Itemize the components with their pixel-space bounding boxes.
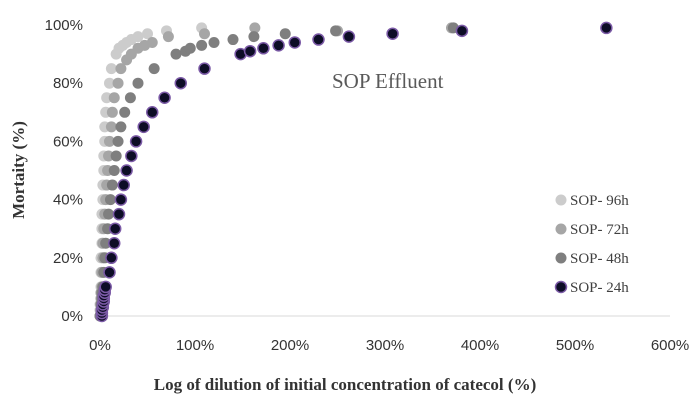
data-point [132, 77, 144, 89]
x-tick-label: 600% [651, 337, 689, 354]
data-point [174, 76, 187, 90]
x-tick-label: 100% [176, 337, 214, 354]
data-point [108, 92, 120, 104]
data-point [330, 25, 342, 37]
y-axis-title: Mortaity (%) [9, 121, 28, 219]
data-point [103, 208, 115, 220]
data-point [162, 31, 174, 43]
data-point [117, 178, 130, 192]
data-point [198, 62, 211, 75]
legend-label: SOP- 72h [570, 222, 629, 238]
x-tick-label: 500% [556, 337, 594, 354]
data-point [125, 149, 138, 163]
data-point [104, 77, 115, 89]
data-point [101, 92, 113, 104]
data-point [115, 121, 127, 133]
data-point [312, 33, 325, 46]
data-point [129, 135, 143, 148]
legend-item: SOP- 48h [555, 251, 629, 267]
y-tick-label: 40% [53, 192, 83, 209]
data-point [199, 28, 210, 40]
legend-item: SOP- 72h [555, 222, 629, 238]
data-point [103, 266, 116, 279]
legend-item: SOP- 24h [554, 280, 629, 296]
data-point [455, 24, 469, 38]
data-point [142, 28, 153, 40]
data-point [108, 222, 122, 235]
data-point [146, 106, 159, 119]
data-point [249, 22, 261, 34]
data-point [243, 44, 257, 58]
data-point [386, 27, 399, 40]
legend-label: SOP- 24h [570, 280, 629, 296]
data-point [103, 150, 115, 162]
data-point [272, 39, 285, 52]
data-point [108, 165, 120, 176]
data-point [106, 179, 118, 191]
legend-marker [555, 252, 567, 264]
data-point [148, 63, 160, 75]
legend-marker [554, 280, 568, 294]
data-point [114, 193, 128, 206]
data-point [184, 42, 196, 54]
x-tick-label: 200% [271, 337, 309, 354]
y-tick-label: 80% [53, 75, 83, 92]
data-point [170, 48, 182, 60]
x-tick-label: 300% [366, 337, 404, 354]
data-point [104, 135, 115, 147]
legend-item: SOP- 96h [555, 193, 629, 209]
data-point [146, 36, 158, 48]
data-point [124, 92, 136, 104]
data-point [105, 121, 117, 133]
data-point [112, 77, 124, 89]
data-point [110, 150, 122, 162]
x-axis-title: Log of dilution of initial concentration… [154, 375, 536, 394]
data-point [108, 237, 121, 250]
data-point [137, 120, 150, 134]
data-point [100, 237, 112, 249]
x-tick-label: 400% [461, 337, 499, 354]
y-tick-label: 20% [53, 250, 83, 267]
data-point [208, 36, 220, 48]
y-tick-label: 0% [61, 308, 83, 325]
data-point [99, 280, 112, 294]
data-point [227, 34, 239, 46]
legend-label: SOP- 48h [570, 251, 629, 267]
data-point [288, 36, 301, 49]
y-tick-label: 100% [45, 17, 83, 34]
data-point [196, 39, 208, 51]
data-point [105, 251, 118, 265]
data-point [106, 106, 118, 118]
x-tick-label: 0% [89, 337, 111, 354]
legend: SOP- 96h SOP- 72h SOP- 48h SOP- 24h [554, 193, 629, 296]
data-point [115, 63, 127, 75]
y-tick-labels: 0% 20% 40% 60% 80% 100% [45, 17, 83, 325]
data-point [112, 135, 124, 147]
data-point [279, 28, 291, 40]
data-point [342, 30, 356, 43]
series-sop-48h [94, 22, 459, 322]
data-point [600, 21, 613, 35]
data-point [120, 164, 133, 177]
legend-marker [555, 194, 567, 206]
legend-label: SOP- 96h [570, 193, 629, 209]
plot-area [94, 21, 613, 323]
data-point [132, 31, 144, 43]
data-point [104, 194, 116, 206]
y-tick-label: 60% [53, 133, 83, 150]
legend-marker [555, 223, 567, 235]
data-point [112, 207, 126, 221]
data-point [158, 91, 171, 104]
data-point [257, 42, 270, 55]
data-point [248, 31, 260, 43]
x-tick-labels: 0% 100% 200% 300% 400% 500% 600% [89, 337, 689, 354]
series-sop-24h [95, 21, 613, 323]
annotation-label: SOP Effluent [332, 69, 444, 93]
data-point [105, 63, 117, 75]
data-point [119, 106, 131, 118]
